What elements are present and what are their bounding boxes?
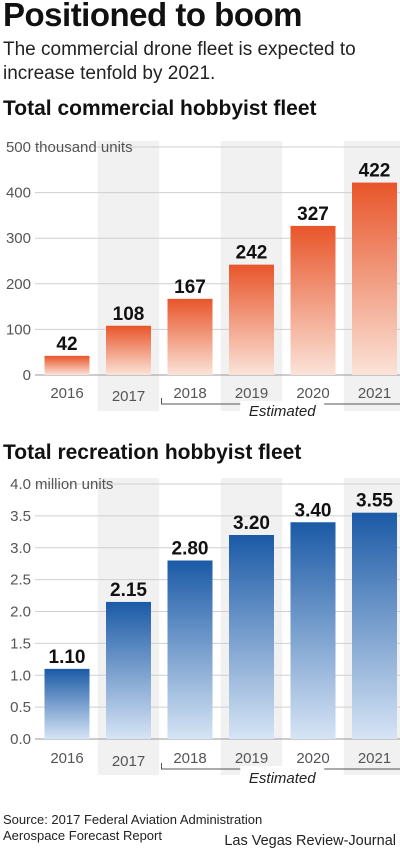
commercial-y-tick-label: 400 [6, 185, 31, 202]
commercial-value-label: 108 [113, 304, 145, 325]
recreation-y-tick-label: 3.5 [10, 508, 31, 525]
recreation-value-label: 3.20 [233, 513, 270, 534]
recreation-value-label: 2.80 [172, 539, 209, 560]
commercial-value-label: 422 [359, 161, 391, 182]
commercial-bar-2019 [229, 264, 274, 375]
commercial-bar-2016 [44, 355, 90, 375]
commercial-y-tick-label: 500 [6, 139, 31, 156]
recreation-y-tick-label: 3.0 [10, 540, 31, 557]
commercial-estimated-label: Estimated [249, 403, 316, 420]
recreation-bar-2019 [229, 535, 274, 739]
commercial-value-label: 242 [236, 243, 268, 264]
recreation-x-tick-label: 2020 [296, 750, 329, 767]
commercial-bar-2020 [290, 225, 336, 375]
recreation-x-tick-label: 2021 [358, 750, 391, 767]
commercial-value-label: 167 [174, 277, 206, 298]
commercial-bar-2017 [106, 325, 151, 375]
recreation-bar-2020 [290, 522, 336, 739]
recreation-y-tick-label: 2.0 [10, 604, 31, 621]
commercial-x-tick-label: 2020 [296, 385, 329, 402]
recreation-estimated-label-backing [240, 766, 325, 776]
commercial-unit-label: thousand units [35, 139, 133, 156]
recreation-x-tick-label: 2017 [112, 753, 145, 770]
commercial-x-tick-label: 2019 [235, 385, 268, 402]
recreation-x-tick-label: 2018 [173, 750, 206, 767]
recreation-estimated-label: Estimated [249, 770, 316, 787]
recreation-bar-2016 [44, 668, 90, 739]
commercial-y-tick-label: 300 [6, 230, 31, 247]
recreation-y-tick-label: 2.5 [10, 572, 31, 589]
recreation-value-label: 2.15 [110, 580, 147, 601]
recreation-value-label: 3.55 [356, 491, 393, 512]
commercial-x-tick-label: 2017 [112, 388, 145, 405]
recreation-bar-2017 [106, 601, 151, 739]
recreation-y-tick-label: 1.5 [10, 635, 31, 652]
subtitle: The commercial drone fleet is expected t… [3, 39, 356, 84]
recreation-y-tick-label: 4.0 [10, 476, 31, 493]
commercial-y-tick-label: 200 [6, 276, 31, 293]
commercial-value-label: 42 [56, 334, 77, 355]
recreation-y-tick-label: 1.0 [10, 667, 31, 684]
commercial-bar-2021 [352, 182, 397, 375]
commercial-estimated-label-backing [240, 401, 325, 411]
commercial-x-tick-label: 2016 [50, 385, 83, 402]
recreation-bar-2018 [167, 560, 213, 739]
recreation-value-label: 3.40 [295, 500, 332, 521]
recreation-x-tick-label: 2019 [235, 750, 268, 767]
commercial-x-tick-label: 2018 [173, 385, 206, 402]
recreation-bar-2021 [352, 512, 397, 739]
recreation-fleet-chart: 0.0 0.5 1.0 1.5 2.0 2.5 3.0 3.5 4.0 million units… [10, 476, 400, 787]
commercial-fleet-chart: 0 100 200 300 400 500 thousand units 42 2016 108 2… [6, 139, 400, 420]
recreation-y-tick-label: 0.5 [10, 699, 31, 716]
commercial-y-tick-label: 0 [23, 367, 31, 384]
recreation-x-tick-label: 2016 [50, 750, 83, 767]
source-note: Source: 2017 Federal Aviation Administra… [3, 812, 263, 843]
commercial-bar-2018 [167, 298, 213, 375]
commercial-value-label: 327 [297, 204, 329, 225]
commercial-y-tick-label: 100 [6, 321, 31, 338]
commercial-x-tick-label: 2021 [358, 385, 391, 402]
recreation-y-tick-label: 0.0 [10, 731, 31, 748]
headline: Positioned to boom [3, 0, 302, 33]
commercial-chart-title: Total commercial hobbyist fleet [3, 97, 317, 120]
publisher-credit: Las Vegas Review-Journal [224, 833, 396, 849]
recreation-value-label: 1.10 [49, 647, 86, 668]
recreation-chart-title: Total recreation hobbyist fleet [3, 441, 302, 464]
recreation-unit-label: million units [35, 476, 113, 493]
